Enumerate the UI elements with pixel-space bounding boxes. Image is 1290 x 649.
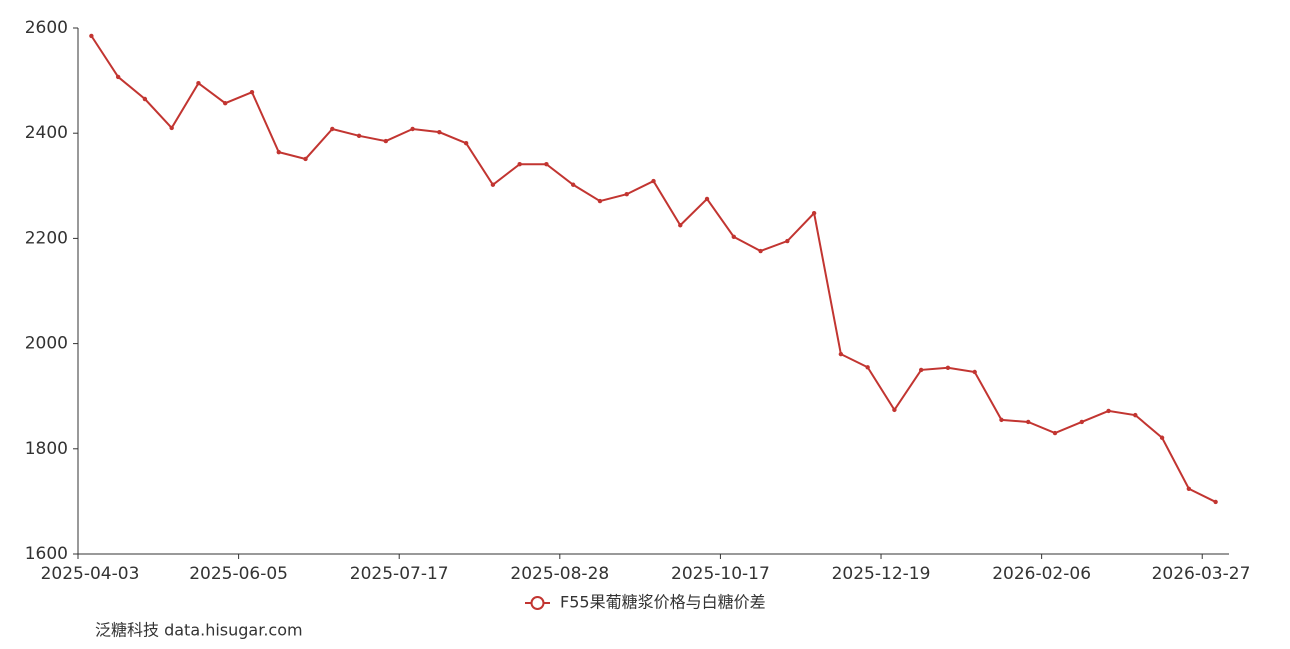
point <box>463 140 469 146</box>
point <box>115 74 121 80</box>
y-tick-label: 2400 <box>25 123 68 143</box>
y-tick-label: 2600 <box>25 18 68 38</box>
y-tick-label: 1600 <box>25 544 68 564</box>
point <box>356 133 362 139</box>
point <box>678 223 683 228</box>
point <box>1106 408 1111 414</box>
legend-marker <box>530 596 545 610</box>
point <box>892 407 897 413</box>
point <box>972 369 977 375</box>
point <box>758 248 763 254</box>
y-tick-label: 2000 <box>25 334 68 354</box>
point <box>490 182 496 187</box>
point <box>142 96 148 102</box>
point <box>1052 430 1058 436</box>
x-tick-label: 2025-07-17 <box>350 564 449 584</box>
point <box>704 196 710 202</box>
x-tick-label: 2025-06-05 <box>189 564 288 584</box>
point <box>383 138 389 144</box>
point <box>249 89 255 95</box>
point <box>731 234 737 240</box>
point <box>1026 419 1031 425</box>
point <box>169 125 174 131</box>
y-tick-label: 1800 <box>25 439 68 459</box>
point <box>437 129 442 135</box>
point <box>196 81 201 86</box>
point <box>838 351 844 357</box>
point <box>1159 435 1165 440</box>
point <box>223 101 228 106</box>
point <box>945 365 951 370</box>
point <box>1079 419 1084 425</box>
y-tick-label: 2200 <box>25 228 68 248</box>
x-tick-label: 2025-08-28 <box>510 564 609 584</box>
point <box>276 149 281 155</box>
point <box>918 367 924 373</box>
point <box>1213 499 1218 505</box>
x-tick-label: 2025-04-03 <box>41 564 140 584</box>
point <box>1133 412 1138 418</box>
point <box>865 365 870 370</box>
x-tick-label: 2025-10-17 <box>671 564 770 584</box>
point <box>624 192 629 197</box>
point <box>999 417 1004 423</box>
line <box>90 35 1217 503</box>
point <box>410 126 415 132</box>
x-tick-label: 2026-03-27 <box>1152 564 1251 584</box>
point <box>1186 486 1192 491</box>
x-tick-label: 2026-02-06 <box>992 564 1091 584</box>
point <box>330 126 335 132</box>
x-tick-label: 2025-12-19 <box>832 564 931 584</box>
point <box>544 162 549 167</box>
point <box>570 182 576 187</box>
point <box>811 210 817 216</box>
legend-label: F55果葡糖浆价格与白糖价差 <box>560 593 766 612</box>
footer: 泛糖科技 data.hisugar.com <box>95 621 303 640</box>
point <box>597 198 603 204</box>
point <box>89 33 94 39</box>
point <box>303 156 308 162</box>
point <box>651 178 656 184</box>
point <box>517 162 522 167</box>
point <box>785 238 790 244</box>
